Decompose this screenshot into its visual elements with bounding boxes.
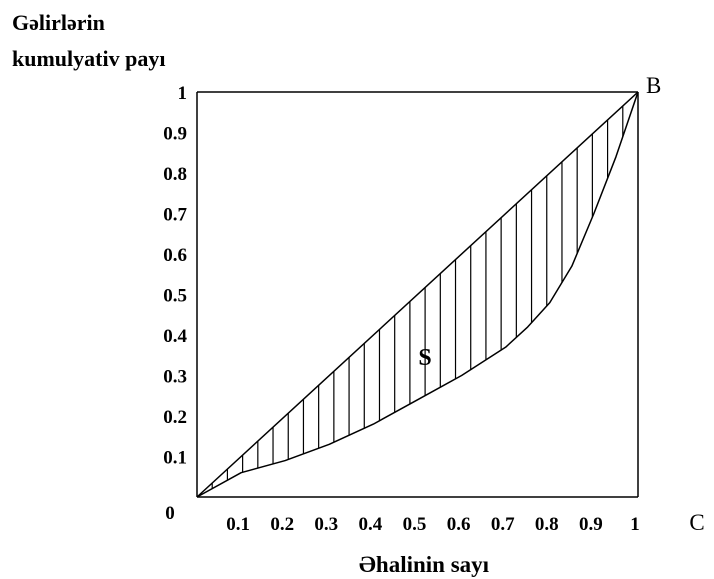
y-tick-label: 0.3 <box>163 367 187 388</box>
series <box>196 91 639 498</box>
y-tick-label: 0.2 <box>163 407 187 428</box>
y-tick-label: 1 <box>178 83 188 104</box>
chart-title-line-2: kumulyativ payı <box>12 46 165 71</box>
area-s-label: S <box>418 345 431 371</box>
x-tick-label: 0.8 <box>535 514 559 535</box>
origin-label: 0 <box>165 503 175 524</box>
point-b-label: B <box>646 73 661 98</box>
plot-frame <box>196 91 639 498</box>
x-axis-label: Əhalinin sayı <box>359 552 490 577</box>
x-tick-label: 0.2 <box>270 514 294 535</box>
y-tick-label: 0.9 <box>163 124 187 145</box>
x-axis-tick-labels: 0.1 0.2 0.3 0.4 0.5 0.6 0.7 0.8 0.9 1 <box>226 514 640 535</box>
x-tick-label: 0.9 <box>579 514 603 535</box>
equality-line <box>196 91 639 498</box>
y-tick-label: 0.8 <box>163 164 187 185</box>
hatching <box>211 105 624 489</box>
y-tick-label: 0.6 <box>163 245 187 266</box>
y-tick-label: 0.1 <box>163 448 187 469</box>
chart-title-line-1: Gəlirlərin <box>12 10 105 35</box>
x-tick-label: 1 <box>630 514 640 535</box>
x-tick-label: 0.3 <box>314 514 338 535</box>
y-tick-label: 0.5 <box>163 286 187 307</box>
x-tick-label: 0.6 <box>447 514 471 535</box>
y-tick-label: 0.4 <box>163 326 187 347</box>
x-tick-label: 0.1 <box>226 514 250 535</box>
y-axis-tick-labels: 0.1 0.2 0.3 0.4 0.5 0.6 0.7 0.8 0.9 1 <box>163 83 187 469</box>
chart-title: Gəlirlərin kumulyativ payı <box>12 10 165 71</box>
lorenz-curve <box>196 91 639 498</box>
x-tick-label: 0.5 <box>403 514 427 535</box>
x-tick-label: 0.7 <box>491 514 515 535</box>
y-tick-label: 0.7 <box>163 205 187 226</box>
point-c-label: C <box>689 510 704 535</box>
x-tick-label: 0.4 <box>359 514 383 535</box>
